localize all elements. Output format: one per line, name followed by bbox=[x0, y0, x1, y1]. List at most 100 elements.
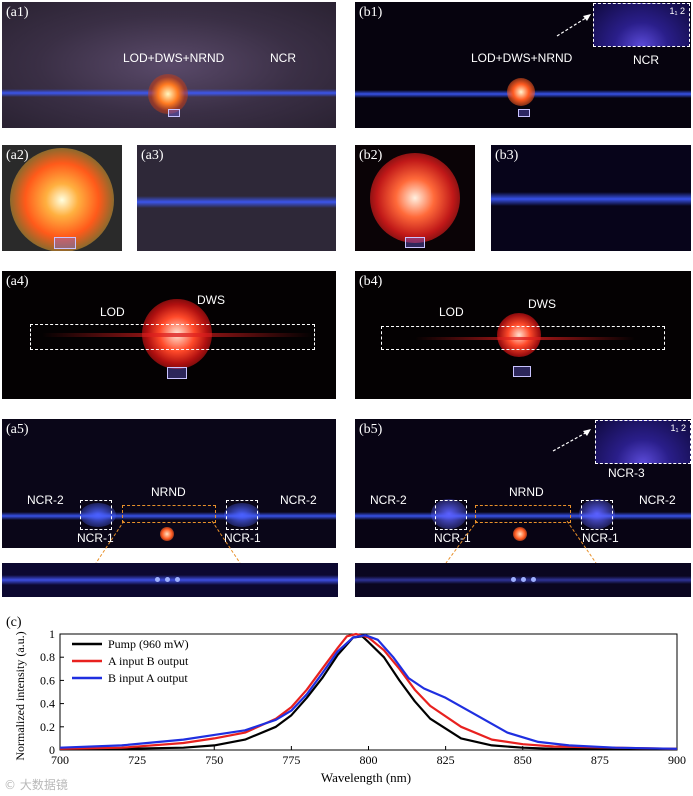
annotation-ncr1-right: NCR-1 bbox=[224, 531, 261, 545]
nrnd-box bbox=[122, 505, 216, 523]
panel-label: (a4) bbox=[6, 274, 29, 289]
annotation-lod-dws-nrnd: LOD+DWS+NRND bbox=[471, 51, 573, 65]
panel-label: (b3) bbox=[495, 148, 519, 163]
series-line bbox=[59, 634, 678, 750]
panel-b1: 1₁ 2 (b1) LOD+DWS+NRND NCR bbox=[355, 2, 691, 128]
legend-label: A input B output bbox=[108, 654, 189, 668]
annotation-ncr2-left: NCR-2 bbox=[27, 493, 64, 507]
lod-region-box bbox=[381, 326, 665, 350]
spot bbox=[175, 577, 180, 582]
inset-arrow bbox=[556, 14, 591, 37]
y-axis-label: Normalized intensity (a.u.) bbox=[13, 631, 27, 760]
annotation-lod: LOD bbox=[439, 305, 464, 319]
zoom-connectors bbox=[95, 520, 597, 564]
x-tick-label: 875 bbox=[591, 753, 609, 767]
ncr1-right-box bbox=[226, 500, 258, 530]
annotation-nrnd: NRND bbox=[151, 485, 186, 499]
laser-beam bbox=[355, 512, 691, 520]
spectrum-chart: (c) 700 725 750 775 800 825 850 875 900 0 0.2 0.4 0.… bbox=[6, 615, 686, 785]
sample-mount bbox=[168, 109, 180, 117]
ncr1-left-glow bbox=[431, 499, 467, 529]
annotation-lod-dws-nrnd: LOD+DWS+NRND bbox=[123, 51, 225, 65]
ncr1-left-glow bbox=[80, 503, 116, 527]
inset-label: 1₁ 2 bbox=[669, 6, 685, 16]
panel-label: (a3) bbox=[141, 148, 164, 163]
x-axis-label: Wavelength (nm) bbox=[321, 770, 411, 785]
x-tick-label: 900 bbox=[668, 753, 686, 767]
spot bbox=[511, 577, 516, 582]
panel-label: (b4) bbox=[359, 274, 383, 289]
plot-frame bbox=[59, 633, 678, 751]
spot bbox=[155, 577, 160, 582]
laser-beam bbox=[2, 512, 336, 520]
emission-spot bbox=[507, 78, 535, 106]
emission-spot bbox=[10, 148, 114, 251]
panel-label: (b2) bbox=[359, 148, 383, 163]
sample-mount bbox=[405, 237, 425, 248]
sample-mount bbox=[513, 366, 531, 377]
spot bbox=[165, 577, 170, 582]
laser-beam bbox=[137, 196, 336, 208]
spot bbox=[521, 577, 526, 582]
panel-label: (a5) bbox=[6, 422, 29, 437]
annotation-ncr1-left: NCR-1 bbox=[77, 531, 114, 545]
sample-mount bbox=[518, 109, 530, 117]
x-tick-label: 750 bbox=[205, 753, 223, 767]
annotation-nrnd: NRND bbox=[509, 485, 544, 499]
ncr1-left-box bbox=[435, 500, 467, 530]
y-tick-label: 0.6 bbox=[40, 673, 55, 687]
series-line bbox=[59, 632, 678, 750]
panel-label: (a2) bbox=[6, 148, 29, 163]
sample-mount bbox=[54, 237, 76, 249]
legend-label: B input A output bbox=[108, 671, 188, 685]
x-tick-label: 700 bbox=[51, 753, 69, 767]
lod-region-box bbox=[30, 324, 315, 350]
panel-a5: (a5) NRND NCR-2 NCR-2 NCR-1 NCR-1 bbox=[2, 419, 336, 548]
annotation-ncr2-right: NCR-2 bbox=[639, 493, 676, 507]
ncr1-left-box bbox=[80, 500, 112, 530]
annotation-ncr1-right: NCR-1 bbox=[582, 531, 619, 545]
emission-spot bbox=[160, 527, 174, 541]
y-tick-label: 0.8 bbox=[40, 650, 55, 664]
sample-mount bbox=[167, 367, 187, 379]
panel-a4: (a4) LOD DWS bbox=[2, 271, 336, 399]
laser-beam bbox=[491, 192, 691, 206]
legend-label: Pump (960 mW) bbox=[108, 637, 189, 651]
x-tick-label: 850 bbox=[514, 753, 532, 767]
emission-spot bbox=[370, 153, 460, 243]
inset-arrow bbox=[552, 429, 591, 452]
annotation-dws: DWS bbox=[528, 297, 556, 311]
x-tick-label: 725 bbox=[128, 753, 146, 767]
emission-spot bbox=[148, 74, 188, 114]
x-tick-label: 800 bbox=[360, 753, 378, 767]
panel-b2: (b2) bbox=[355, 145, 475, 251]
inset-zoom: 1₁ 2 bbox=[595, 420, 691, 464]
spot bbox=[531, 577, 536, 582]
panel-a3: (a3) bbox=[137, 145, 336, 251]
y-tick-label: 0.4 bbox=[40, 697, 55, 711]
nrnd-box bbox=[475, 505, 571, 523]
panel-label: (b1) bbox=[359, 5, 383, 20]
ncr1-right-glow bbox=[224, 503, 260, 527]
ncr1-right-box bbox=[581, 500, 613, 530]
annotation-ncr: NCR bbox=[270, 51, 296, 65]
lod-line bbox=[415, 337, 635, 340]
x-tick-label: 775 bbox=[282, 753, 300, 767]
panel-b3: (b3) bbox=[491, 145, 691, 251]
y-tick-label: 0 bbox=[49, 743, 55, 757]
y-tick-label: 0.2 bbox=[40, 720, 55, 734]
annotation-ncr3: NCR-3 bbox=[608, 466, 645, 480]
panel-b4: (b4) LOD DWS bbox=[355, 271, 691, 399]
panel-label: (a1) bbox=[6, 5, 29, 20]
chart-panel-label: (c) bbox=[6, 615, 22, 630]
annotation-dws: DWS bbox=[197, 293, 225, 307]
inset-label: 1₁ 2 bbox=[670, 423, 686, 433]
emission-spot bbox=[513, 527, 527, 541]
zoom-strip-b bbox=[355, 563, 691, 597]
annotation-lod: LOD bbox=[100, 305, 125, 319]
panel-a1: (a1) LOD+DWS+NRND NCR bbox=[2, 2, 336, 128]
panel-a2: (a2) bbox=[2, 145, 122, 251]
zoom-strip-a bbox=[2, 563, 338, 597]
panel-b5: 1₁ 2 (b5) NRND NCR-2 NCR-2 NCR-1 NCR-1 N… bbox=[355, 419, 691, 548]
y-tick-label: 1 bbox=[49, 627, 55, 641]
